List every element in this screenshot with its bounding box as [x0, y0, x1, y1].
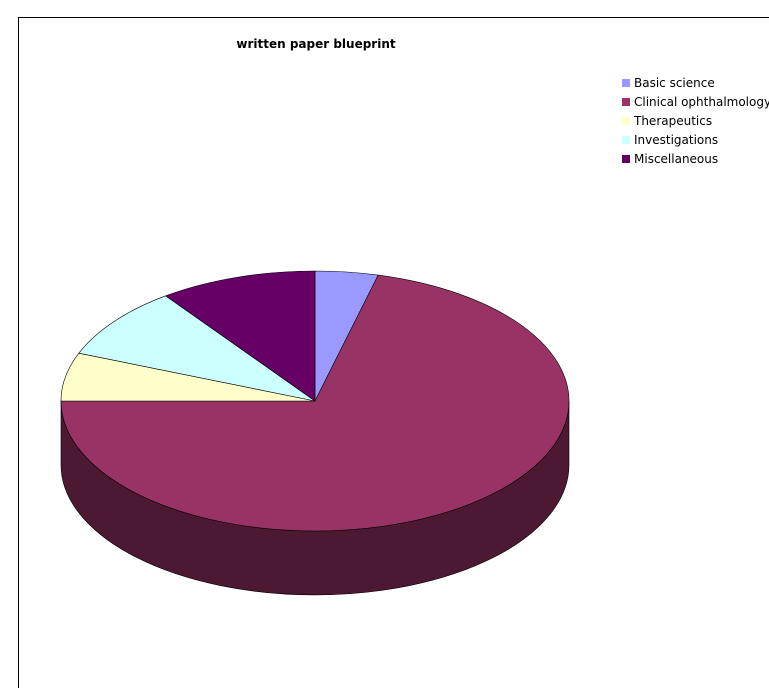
legend-label: Clinical ophthalmology	[634, 94, 769, 109]
legend-swatch	[622, 135, 630, 144]
pie-chart	[60, 270, 570, 596]
legend-item: Investigations	[622, 130, 769, 149]
legend-swatch	[622, 78, 630, 87]
legend-label: Miscellaneous	[634, 151, 719, 166]
legend-item: Miscellaneous	[622, 149, 769, 168]
chart-title: written paper blueprint	[236, 37, 396, 51]
legend-swatch	[622, 116, 630, 125]
pie-slice-investigations	[78, 295, 316, 402]
legend-label: Investigations	[634, 132, 719, 147]
legend-swatch	[622, 154, 630, 163]
pie-slices	[60, 270, 570, 532]
pie-slice-clinical-ophthalmology	[60, 274, 570, 532]
legend-item: Clinical ophthalmology	[622, 92, 769, 111]
legend: Basic science Clinical ophthalmology Thera…	[622, 73, 769, 168]
legend-item: Basic science	[622, 73, 769, 92]
legend-label: Basic science	[634, 75, 715, 90]
legend-swatch	[622, 97, 630, 106]
legend-label: Therapeutics	[634, 113, 713, 128]
chart-area: written paper blueprint Basic science Cli…	[18, 17, 769, 688]
pie-slice-miscellaneous	[165, 270, 316, 402]
legend-item: Therapeutics	[622, 111, 769, 130]
